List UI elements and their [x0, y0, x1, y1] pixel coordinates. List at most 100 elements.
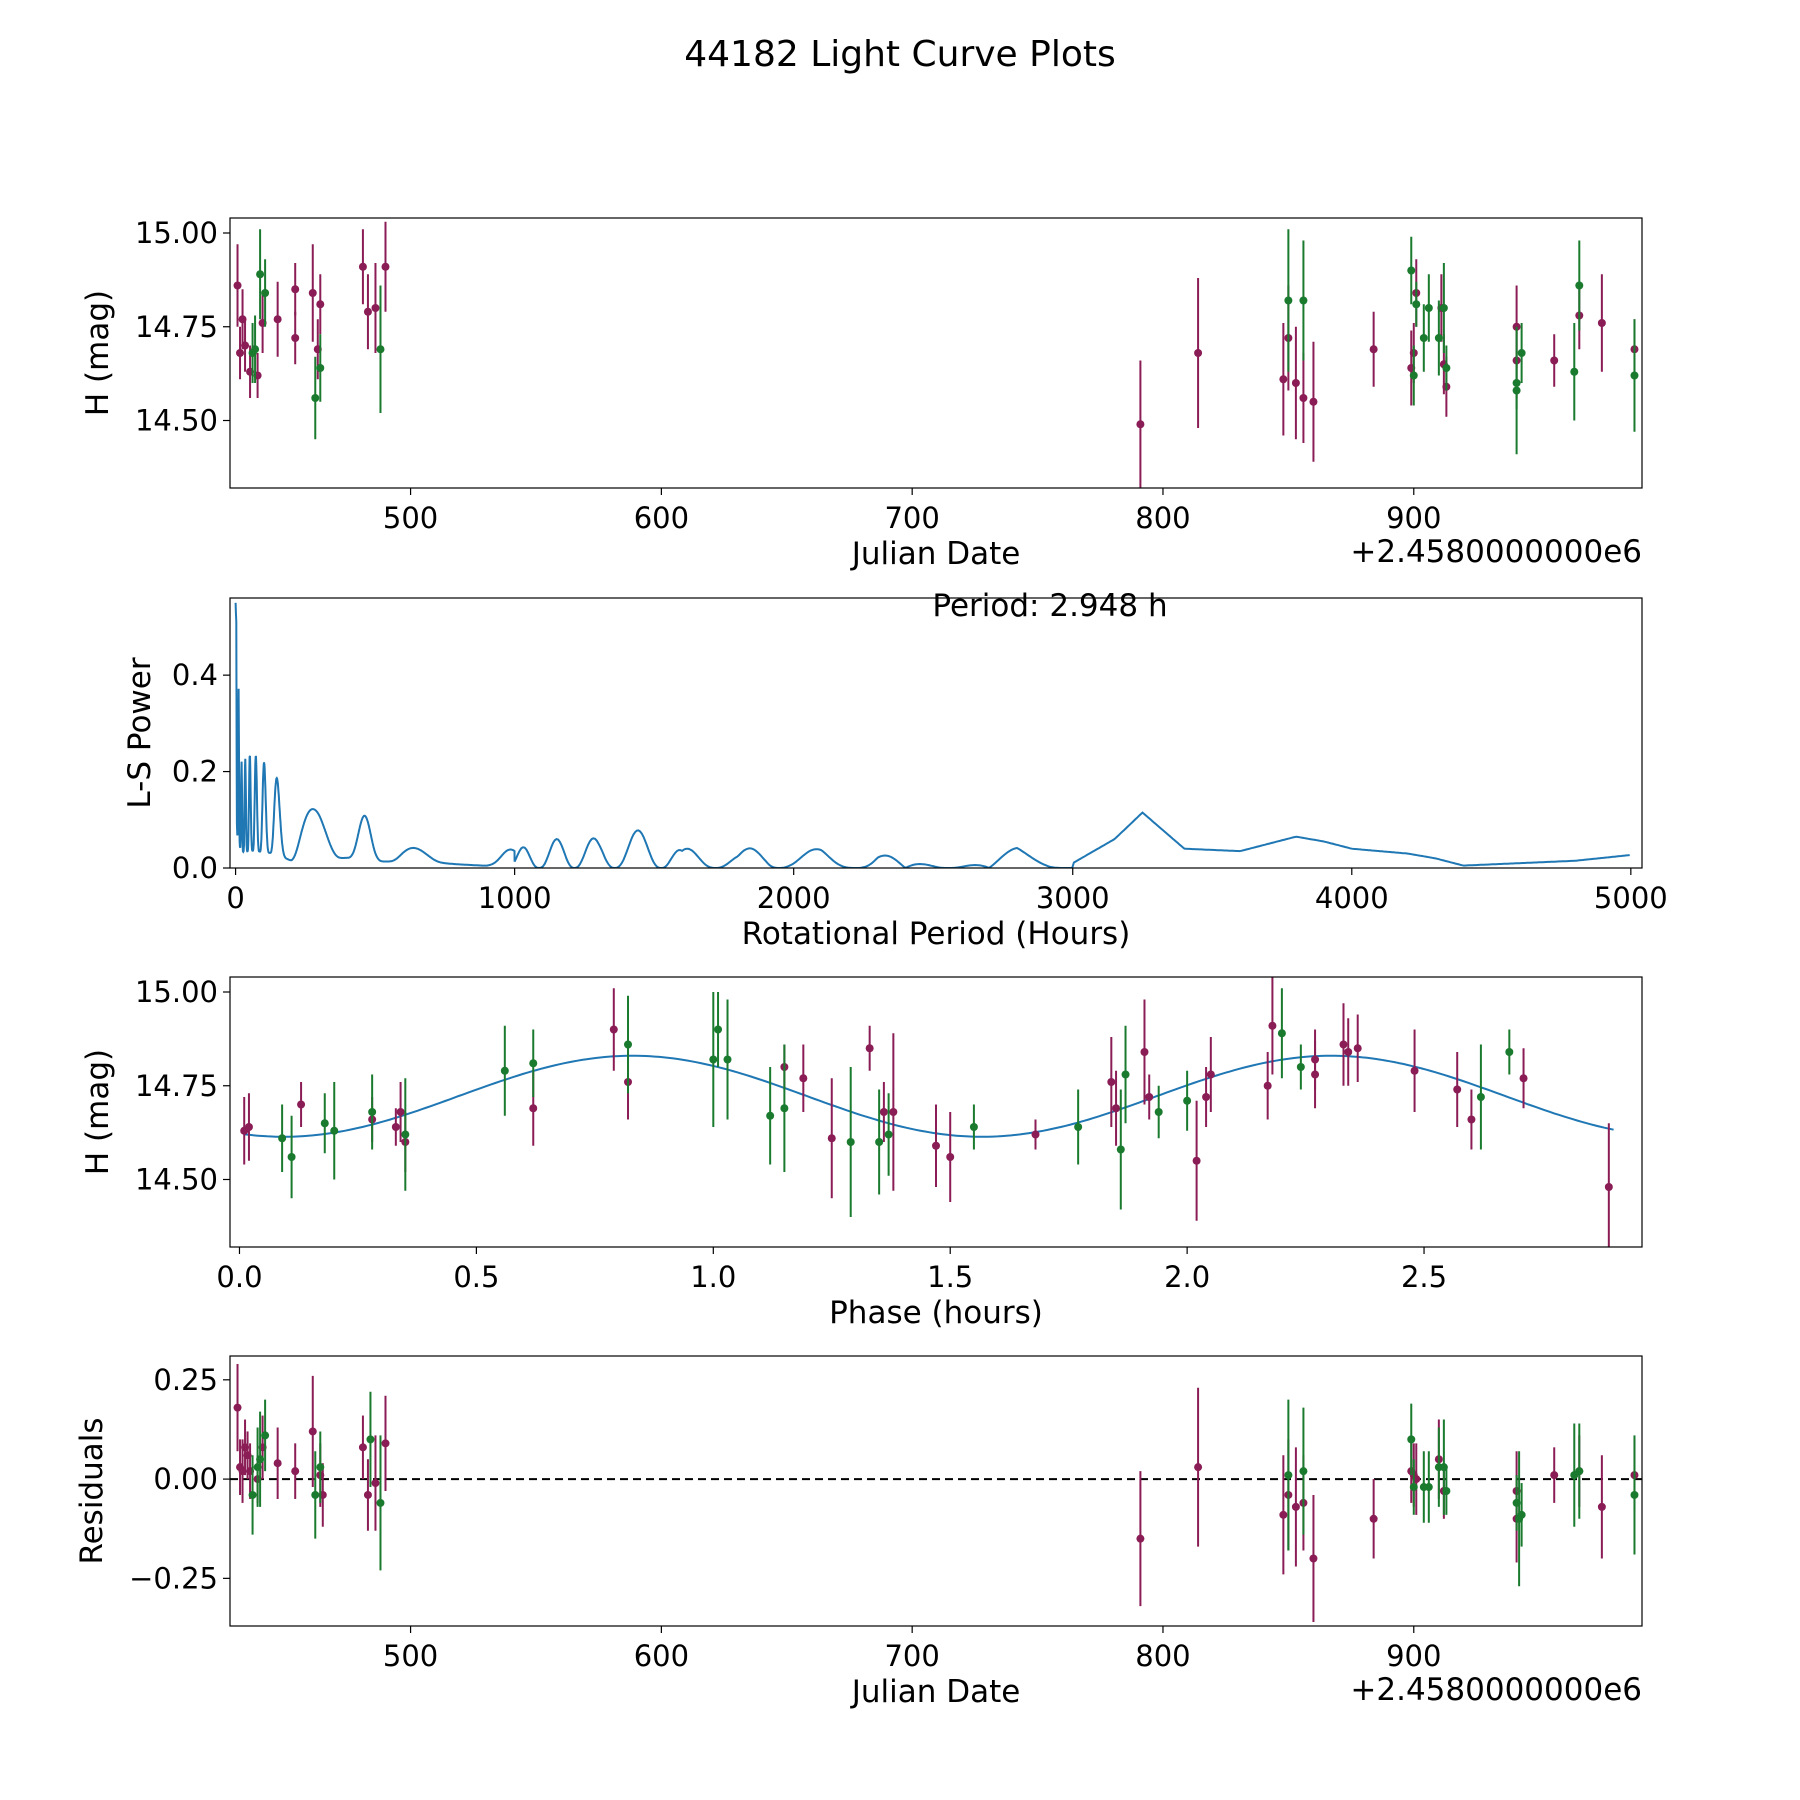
y-tick-label: 14.75 — [135, 310, 218, 344]
data-point — [1630, 1490, 1639, 1499]
data-point — [1407, 266, 1416, 275]
data-point — [780, 1104, 789, 1113]
data-point — [311, 394, 320, 402]
data-point — [1442, 364, 1451, 372]
data-point — [363, 1490, 372, 1499]
x-tick-label: 1.0 — [690, 1260, 736, 1294]
data-point — [865, 1044, 874, 1053]
data-point — [291, 334, 300, 342]
data-point — [1309, 1554, 1318, 1563]
data-point — [879, 1108, 888, 1116]
data-point — [1575, 1467, 1584, 1476]
x-axis-label: Julian Date — [850, 536, 1021, 572]
x-axis-label: Rotational Period (Hours) — [742, 916, 1131, 952]
data-point — [1442, 1487, 1451, 1495]
data-point — [1136, 420, 1145, 429]
data-point — [261, 289, 270, 297]
data-point — [376, 345, 385, 354]
data-point — [1570, 367, 1579, 376]
data-point — [709, 1055, 718, 1064]
data-point — [1630, 371, 1639, 380]
data-point — [396, 1108, 405, 1116]
data-point — [969, 1123, 978, 1131]
data-point — [946, 1153, 955, 1161]
x-tick-label: 0.5 — [453, 1260, 499, 1294]
data-point — [846, 1138, 855, 1146]
data-point — [278, 1134, 287, 1143]
y-tick-label: 0.00 — [153, 1462, 218, 1496]
data-point — [1353, 1044, 1362, 1053]
data-point — [529, 1059, 538, 1068]
y-tick-label: 15.00 — [135, 975, 218, 1009]
y-axis-label: Residuals — [74, 1417, 110, 1564]
data-point — [1575, 281, 1584, 290]
x-tick-label: 2000 — [757, 881, 831, 915]
data-point — [1419, 334, 1428, 342]
figure-title: 44182 Light Curve Plots — [684, 34, 1116, 75]
data-point — [529, 1104, 538, 1113]
data-point — [1309, 397, 1318, 406]
data-point — [1369, 345, 1378, 354]
data-point — [308, 289, 317, 297]
data-point — [251, 345, 260, 354]
plot-data — [240, 977, 1614, 1247]
data-point — [1136, 1534, 1145, 1543]
x-tick-label: 500 — [383, 501, 438, 535]
data-point — [401, 1130, 410, 1139]
y-tick-label: 0.2 — [172, 755, 218, 789]
data-point — [1031, 1130, 1040, 1139]
data-point — [1140, 1048, 1149, 1056]
data-point — [1476, 1093, 1485, 1101]
data-point — [1112, 1104, 1121, 1113]
data-point — [316, 300, 325, 309]
x-tick-label: 1000 — [478, 881, 552, 915]
x-axis-label: Julian Date — [850, 1674, 1021, 1710]
data-point — [1412, 300, 1421, 309]
x-tick-label: 500 — [383, 1639, 438, 1673]
x-tick-label: 700 — [884, 1639, 939, 1673]
axes-frame — [229, 597, 1643, 869]
data-point — [233, 1403, 242, 1412]
data-point — [273, 315, 282, 324]
data-point — [391, 1123, 400, 1131]
data-point — [1183, 1096, 1192, 1105]
data-point — [316, 1463, 325, 1472]
x-tick-label: 600 — [634, 1639, 689, 1673]
data-point — [624, 1040, 633, 1049]
data-point — [1409, 371, 1418, 380]
data-point — [1410, 1066, 1419, 1075]
plot-data — [233, 221, 1639, 488]
data-point — [1194, 349, 1203, 357]
y-tick-label: 14.50 — [135, 404, 218, 438]
data-point — [766, 1111, 775, 1120]
data-point — [1284, 296, 1293, 305]
residuals-panel: 500 600 700 800 900 −0.25 0.00 0.25 Julian Date R… — [74, 1355, 1643, 1710]
data-point — [1121, 1070, 1130, 1079]
data-point — [291, 285, 300, 294]
data-point — [1344, 1048, 1353, 1056]
data-point — [1279, 1510, 1288, 1519]
data-point — [1107, 1078, 1116, 1086]
data-point — [1284, 1471, 1293, 1480]
data-point — [308, 1427, 317, 1436]
periodogram-panel: 0 1000 2000 3000 4000 5000 0.0 0.2 0.4 Rotational… — [122, 588, 1668, 952]
data-point — [1550, 356, 1559, 365]
x-tick-label: 3000 — [1036, 881, 1110, 915]
data-point — [609, 1025, 618, 1034]
data-point — [1339, 1040, 1348, 1049]
y-axis-label: L-S Power — [122, 657, 158, 808]
data-point — [1453, 1085, 1462, 1094]
data-point — [1296, 1063, 1305, 1071]
y-tick-label: −0.25 — [129, 1561, 218, 1595]
data-point — [1512, 386, 1521, 395]
data-point — [1154, 1108, 1163, 1116]
periodogram-series-line — [234, 602, 1630, 868]
data-point — [1517, 349, 1526, 357]
data-point — [1299, 394, 1308, 402]
y-tick-label: 0.4 — [172, 658, 218, 692]
plot-data — [230, 1363, 1642, 1623]
y-tick-label: 14.75 — [135, 1069, 218, 1103]
data-point — [1424, 304, 1433, 312]
data-point — [368, 1108, 377, 1116]
